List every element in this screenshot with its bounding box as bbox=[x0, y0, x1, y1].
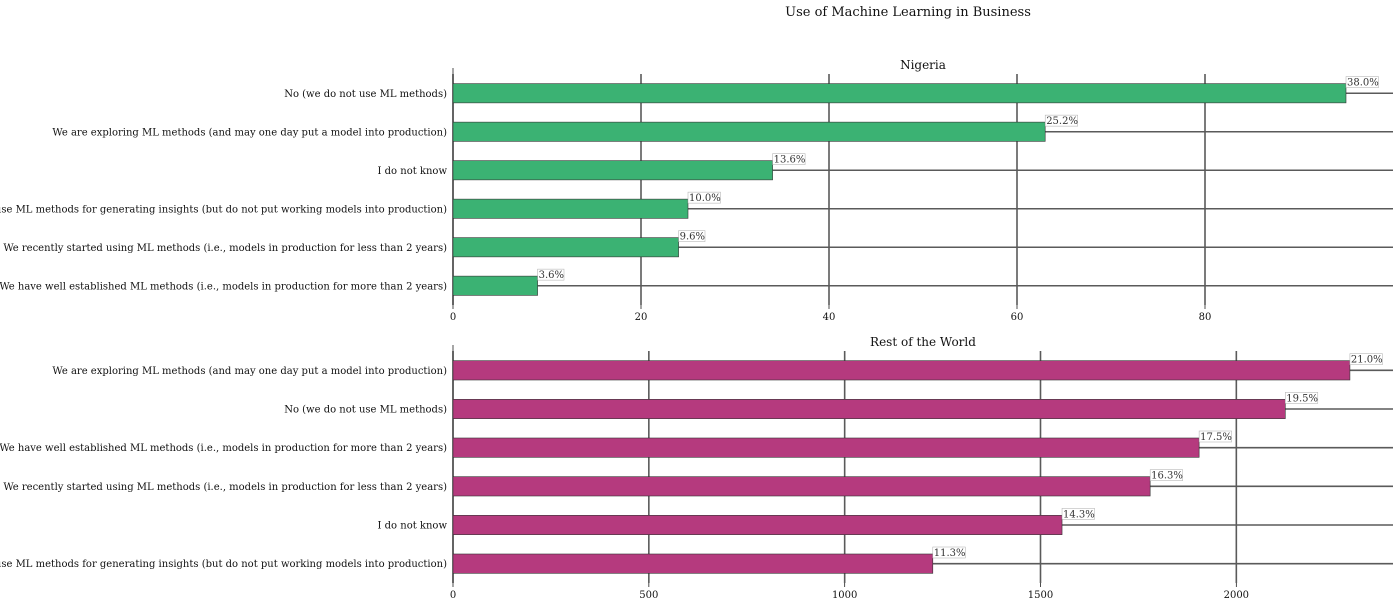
data-label: 19.5% bbox=[1286, 393, 1318, 404]
category-label: We recently started using ML methods (i.… bbox=[3, 243, 447, 254]
category-label: We have well established ML methods (i.e… bbox=[0, 443, 447, 454]
data-label-box bbox=[932, 546, 966, 559]
data-label: 25.2% bbox=[1046, 116, 1078, 127]
chart-panel-1: Nigeria No (we do not use ML methods) 38.0… bbox=[0, 58, 1393, 323]
data-label: 13.6% bbox=[774, 155, 806, 166]
bar bbox=[452, 399, 1286, 419]
x-tick-label: 60 bbox=[1011, 312, 1024, 323]
category-label: No (we do not use ML methods) bbox=[284, 89, 447, 100]
data-label-box bbox=[1345, 76, 1379, 88]
x-tick-label: 2000 bbox=[1224, 590, 1249, 601]
x-tick-label: 1500 bbox=[1028, 590, 1053, 601]
x-tick-label: 40 bbox=[823, 312, 836, 323]
x-tick-label: 1000 bbox=[832, 590, 857, 601]
data-label-box bbox=[537, 268, 565, 281]
bar bbox=[452, 237, 679, 258]
data-label-box bbox=[1285, 392, 1319, 404]
category-label: I do not know bbox=[378, 521, 448, 532]
bar bbox=[452, 275, 538, 296]
chart-panel-2: Rest of the World We are exploring ML met… bbox=[0, 335, 1393, 601]
panel-title: Nigeria bbox=[900, 58, 946, 72]
figure-title: Use of Machine Learning in Business bbox=[785, 5, 1031, 20]
data-label: 21.0% bbox=[1351, 355, 1383, 366]
bar bbox=[452, 553, 934, 574]
data-label-box bbox=[1061, 508, 1095, 520]
x-tick-label: 0 bbox=[450, 312, 456, 323]
data-label: 14.3% bbox=[1063, 509, 1095, 520]
data-label: 10.0% bbox=[689, 193, 721, 204]
data-label-box bbox=[772, 153, 806, 165]
category-label: We have well established ML methods (i.e… bbox=[0, 281, 447, 292]
category-label: We use ML methods for generating insight… bbox=[0, 559, 447, 570]
bar bbox=[452, 476, 1151, 497]
bar bbox=[452, 360, 1351, 381]
bar bbox=[452, 198, 689, 219]
bar bbox=[452, 160, 773, 181]
x-tick-label: 20 bbox=[635, 312, 648, 323]
data-label-box bbox=[1149, 469, 1183, 481]
x-tick-label: 80 bbox=[1199, 312, 1212, 323]
data-label-box bbox=[1198, 430, 1232, 443]
category-label: We are exploring ML methods (and may one… bbox=[52, 127, 447, 138]
data-label-box bbox=[1349, 353, 1383, 365]
x-tick-label: 0 bbox=[450, 590, 456, 601]
x-tick-label: 500 bbox=[639, 590, 658, 601]
data-label: 3.6% bbox=[539, 270, 564, 281]
panel-title: Rest of the World bbox=[870, 335, 976, 349]
data-label: 16.3% bbox=[1151, 471, 1183, 482]
category-label: No (we do not use ML methods) bbox=[284, 405, 447, 416]
bar bbox=[452, 437, 1200, 458]
data-label-box bbox=[687, 191, 721, 204]
category-label: We use ML methods for generating insight… bbox=[0, 204, 447, 215]
category-label: We are exploring ML methods (and may one… bbox=[52, 366, 447, 377]
data-label-box bbox=[1044, 114, 1078, 127]
bar bbox=[452, 121, 1046, 142]
data-label: 17.5% bbox=[1200, 432, 1232, 443]
data-label: 38.0% bbox=[1347, 78, 1379, 89]
bar bbox=[452, 83, 1347, 104]
chart-panels: Nigeria No (we do not use ML methods) 38.0… bbox=[0, 58, 1393, 601]
data-label-box bbox=[678, 230, 706, 242]
category-label: I do not know bbox=[378, 166, 448, 177]
data-label: 9.6% bbox=[680, 232, 705, 243]
category-label: We recently started using ML methods (i.… bbox=[3, 482, 447, 493]
bar bbox=[452, 515, 1063, 535]
data-label: 11.3% bbox=[934, 548, 966, 559]
